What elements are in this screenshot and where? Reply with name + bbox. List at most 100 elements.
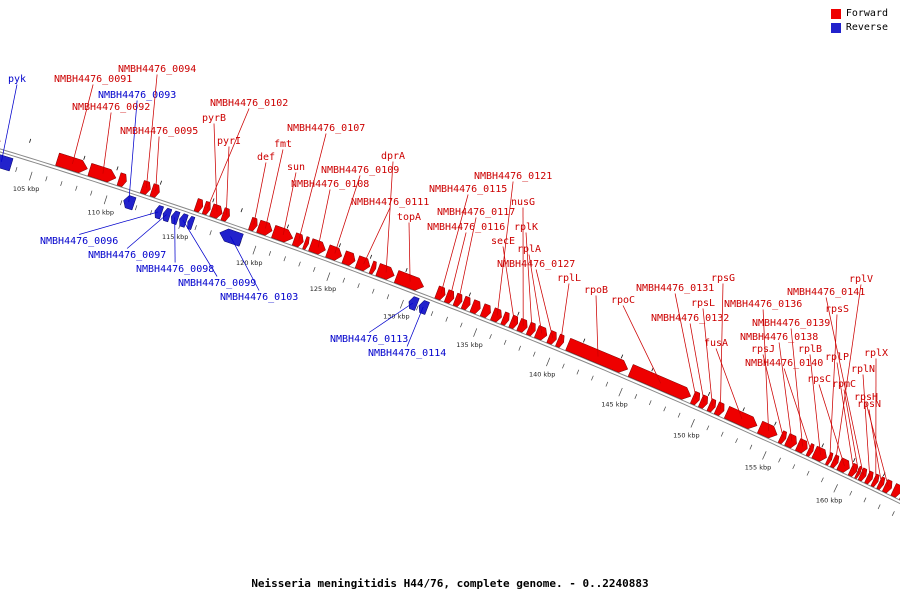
gene-shape[interactable] [479,303,491,319]
gene-label[interactable]: rplN [851,364,875,375]
gene-label[interactable]: NMBH4476_0109 [321,165,399,176]
gene-secE[interactable] [508,314,519,330]
gene-label[interactable]: pyrB [202,113,226,124]
gene-NMBH4476_0138[interactable] [784,433,797,449]
gene-label[interactable]: NMBH4476_0098 [136,264,214,275]
gene-NMBH4476_0113[interactable] [408,296,420,311]
gene-topA[interactable] [393,270,425,291]
gene-label[interactable]: NMBH4476_0097 [88,250,166,261]
gene-rpsJ[interactable] [777,430,787,445]
gene-rplV[interactable] [829,454,840,469]
gene-NMBH4476_0117[interactable] [452,292,463,308]
gene-rplK[interactable] [525,321,536,337]
gene-NMBH4476_0115[interactable] [434,285,446,301]
gene-dprA[interactable] [375,263,395,280]
gene-fusA[interactable] [723,405,758,430]
gene-label[interactable]: rpsH [854,392,878,403]
gene-rplP[interactable] [847,462,858,477]
gene-label[interactable]: NMBH4476_0102 [210,98,288,109]
gene-label[interactable]: rplA [517,244,541,255]
gene-shape[interactable] [341,250,356,266]
gene-label[interactable]: rplX [864,348,888,359]
gene-rplA[interactable] [533,325,548,341]
gene-pyrB[interactable] [209,203,223,219]
gene-NMBH4476_0098[interactable] [171,210,181,226]
gene-rpsN[interactable] [876,476,886,491]
gene-rpsC[interactable] [836,457,850,473]
gene-label[interactable]: NMBH4476_0117 [437,207,515,218]
gene-NMBH4476_0095[interactable] [149,183,160,198]
gene-NMBH4476_0127[interactable] [546,330,557,345]
gene-label[interactable]: def [257,152,275,163]
gene-label[interactable]: fusA [704,338,728,349]
gene-NMBH4476_0109[interactable] [325,244,343,261]
gene-label[interactable]: topA [397,212,421,223]
gene-pyrI[interactable] [220,207,230,222]
gene-label[interactable]: NMBH4476_0131 [636,283,714,294]
gene-label[interactable]: sun [287,162,305,173]
gene-label[interactable]: NMBH4476_0108 [291,179,369,190]
gene-NMBH4476_0111[interactable] [354,255,371,272]
gene-NMBH4476_0107[interactable] [291,232,304,248]
gene-NMBH4476_0091[interactable] [55,152,88,174]
gene-label[interactable]: NMBH4476_0127 [497,259,575,270]
gene-label[interactable]: rpoB [584,285,608,296]
gene-sun[interactable] [271,224,294,243]
gene-label[interactable]: rpsL [691,298,715,309]
gene-NMBH4476_0096[interactable] [154,205,165,220]
gene-label[interactable]: pyrI [217,136,241,147]
gene-label[interactable]: pyk [8,74,26,85]
gene-label[interactable]: NMBH4476_0096 [40,236,118,247]
gene-shape[interactable] [368,260,377,275]
gene-label[interactable]: rpsC [807,374,831,385]
gene-NMBH4476_0140[interactable] [805,443,815,457]
gene-shape[interactable] [302,236,310,250]
gene-label[interactable]: rpsN [857,399,881,410]
gene-NMBH4476_0099[interactable] [179,213,189,228]
gene-rplX[interactable] [870,473,880,488]
gene-shape[interactable] [890,483,900,498]
gene-label[interactable]: NMBH4476_0132 [651,313,729,324]
gene-label[interactable]: NMBH4476_0138 [740,332,818,343]
gene-label[interactable]: NMBH4476_0095 [120,126,198,137]
gene-NMBH4476_0136[interactable] [756,420,778,439]
gene-label[interactable]: rplK [514,222,538,233]
gene-NMBH4476_0092[interactable] [87,162,117,183]
gene-label[interactable]: rpoC [611,295,635,306]
gene-rpoC[interactable] [627,364,692,400]
gene-shape[interactable] [469,299,481,315]
gene-rpsL[interactable] [706,398,717,413]
gene-NMBH4476_0108[interactable] [308,238,326,255]
gene-shape[interactable] [500,311,510,326]
gene-label[interactable]: dprA [381,151,405,162]
gene-label[interactable]: rplP [825,352,849,363]
gene-shape[interactable] [460,295,471,311]
gene-label[interactable]: NMBH4476_0121 [474,171,552,182]
gene-NMBH4476_0141[interactable] [857,467,868,482]
gene-fmt[interactable] [256,219,273,236]
gene-label[interactable]: rplB [798,344,822,355]
gene-NMBH4476_0131[interactable] [689,390,701,406]
gene-NMBH4476_0093[interactable] [123,195,137,211]
gene-label[interactable]: NMBH4476_0103 [220,292,298,303]
gene-label[interactable]: rpsS [825,304,849,315]
gene-label[interactable]: NMBH4476_0107 [287,123,365,134]
gene-label[interactable]: NMBH4476_0139 [752,318,830,329]
gene-rplB[interactable] [811,445,827,462]
gene-label[interactable]: secE [491,236,515,247]
gene-label[interactable]: NMBH4476_0093 [98,90,176,101]
gene-label[interactable]: NMBH4476_0114 [368,348,446,359]
gene-rplL[interactable] [555,333,565,348]
gene-label[interactable]: NMBH4476_0141 [787,287,865,298]
gene-label[interactable]: NMBH4476_0115 [429,184,507,195]
gene-NMBH4476_0097[interactable] [162,207,173,223]
gene-label[interactable]: NMBH4476_0140 [745,358,823,369]
gene-label[interactable]: rpsJ [751,344,775,355]
gene-label[interactable]: fmt [274,139,292,150]
gene-label[interactable]: NMBH4476_0092 [72,102,150,113]
gene-NMBH4476_0139[interactable] [794,438,808,454]
gene-label[interactable]: NMBH4476_0091 [54,74,132,85]
gene-rpsS[interactable] [824,452,834,466]
gene-label[interactable]: rplL [557,273,581,284]
gene-label[interactable]: rplV [849,274,873,285]
